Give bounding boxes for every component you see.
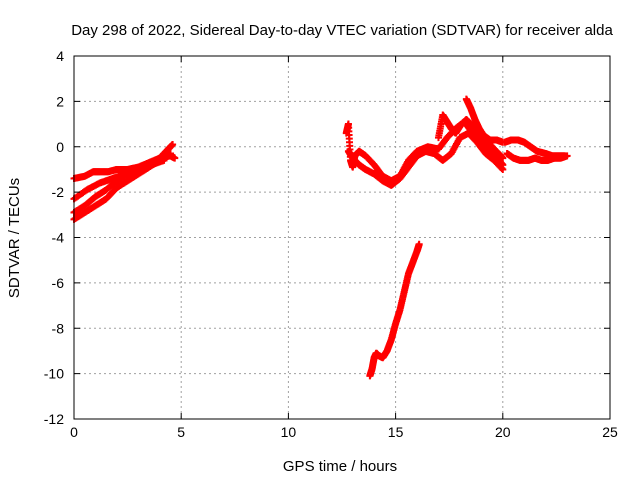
- x-tick-label: 25: [602, 424, 618, 440]
- x-tick-label: 15: [388, 424, 404, 440]
- series-track-f: [344, 129, 507, 189]
- y-tick-label: -12: [44, 411, 64, 427]
- series-track-g: [434, 111, 507, 162]
- series-track-d: [70, 156, 168, 203]
- chart-title: Day 298 of 2022, Sidereal Day-to-day VTE…: [71, 22, 613, 39]
- series-track-k: [366, 240, 423, 380]
- y-tick-label: -10: [44, 366, 64, 382]
- series-track-j: [503, 150, 571, 164]
- y-tick-label: 0: [56, 139, 64, 155]
- data-point: [499, 154, 507, 162]
- data-point: [171, 154, 179, 162]
- x-tick-label: 0: [70, 424, 78, 440]
- data-point: [166, 150, 174, 158]
- y-tick-label: -6: [52, 275, 65, 291]
- data-point: [415, 240, 423, 248]
- data-point: [563, 152, 571, 160]
- series-track-h: [462, 95, 507, 146]
- x-axis-label: GPS time / hours: [283, 458, 397, 475]
- grid: [74, 56, 610, 419]
- y-tick-label: -2: [52, 184, 65, 200]
- y-tick-label: 4: [56, 48, 64, 64]
- x-tick-label: 10: [281, 424, 297, 440]
- x-tick-label: 5: [177, 424, 185, 440]
- axis-ticks: 0 5 10 15 20 25 -12 -10 -8 -6 -4 -2 0 2 4: [44, 48, 618, 440]
- data-point: [160, 156, 168, 164]
- y-tick-label: -4: [52, 230, 65, 246]
- y-tick-label: 2: [56, 93, 64, 109]
- data-points: [70, 95, 571, 380]
- data-point: [499, 165, 507, 173]
- data-point: [169, 140, 177, 148]
- x-tick-label: 20: [495, 424, 511, 440]
- y-tick-label: -8: [52, 320, 65, 336]
- y-axis-label: SDTVAR / TECUs: [6, 178, 23, 298]
